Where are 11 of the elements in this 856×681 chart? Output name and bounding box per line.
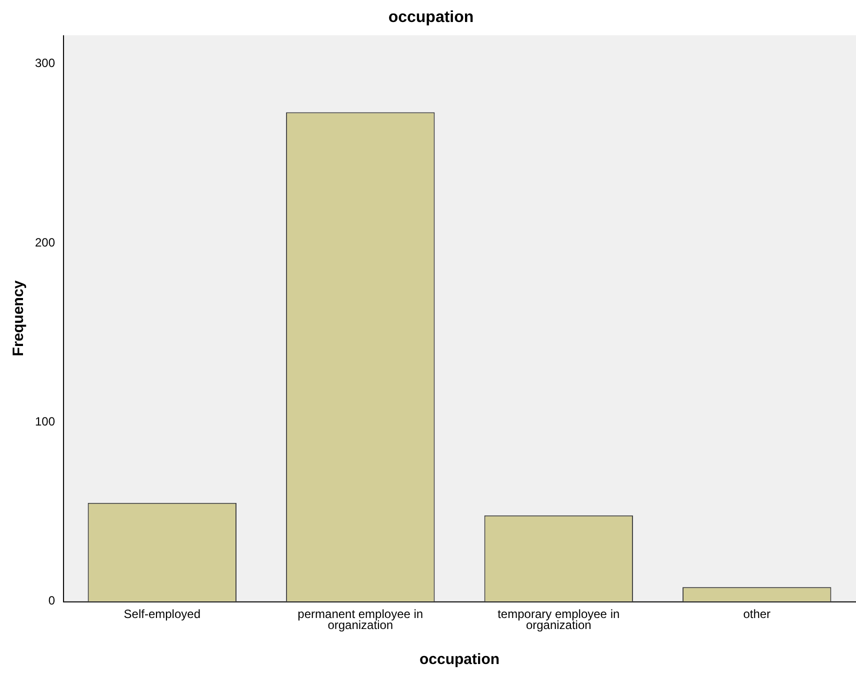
x-tick-label: permanent employee in organization <box>298 607 424 632</box>
chart-title: occupation <box>388 9 474 26</box>
y-tick-label: 300 <box>34 56 56 70</box>
y-tick-label: 0 <box>48 594 56 608</box>
y-axis-title: Frequency <box>10 280 28 356</box>
x-tick-label: temporary employee in organization <box>498 607 620 632</box>
y-tick-label: 200 <box>34 235 56 250</box>
y-tick-label: 100 <box>34 414 56 429</box>
x-axis-title: occupation <box>420 651 500 668</box>
x-tick-label: other <box>743 607 771 622</box>
x-tick-label: Self-employed <box>124 607 201 622</box>
